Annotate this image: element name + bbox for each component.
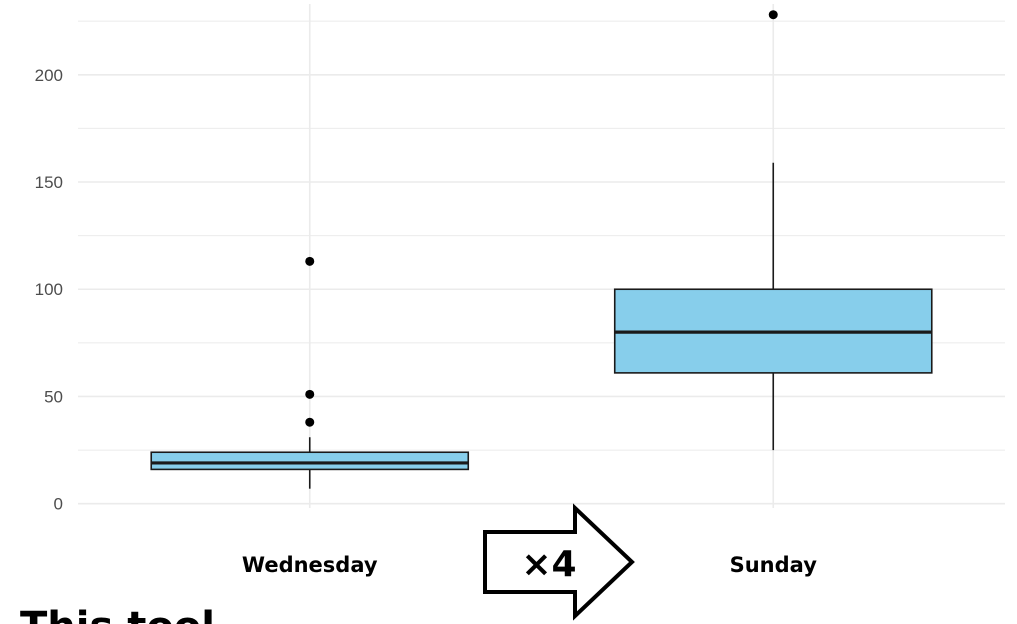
outlier-point	[768, 10, 778, 20]
y-tick-label: 200	[35, 66, 63, 85]
box-wednesday	[150, 256, 470, 489]
iqr-box	[150, 451, 470, 471]
arrow-label: ×4	[521, 544, 576, 585]
footer-partial-text: This tool	[20, 604, 215, 624]
y-tick-label: 0	[54, 495, 63, 514]
boxes	[150, 10, 933, 489]
x-category-label: Sunday	[730, 553, 818, 577]
outlier-point	[305, 256, 315, 266]
fold-change-arrow: ×4	[483, 503, 635, 621]
y-tick-label: 50	[44, 387, 63, 406]
outlier-point	[305, 389, 315, 399]
x-axis-categories: Wednesday Sunday	[242, 553, 817, 577]
y-tick-label: 150	[35, 173, 63, 192]
arrow-icon	[483, 503, 635, 621]
y-axis-ticks: 0 50 100 150 200	[35, 66, 63, 514]
x-category-label: Wednesday	[242, 553, 378, 577]
box-sunday	[613, 10, 933, 451]
y-tick-label: 100	[35, 280, 63, 299]
outlier-point	[305, 417, 315, 427]
grid-lines	[78, 4, 1005, 508]
